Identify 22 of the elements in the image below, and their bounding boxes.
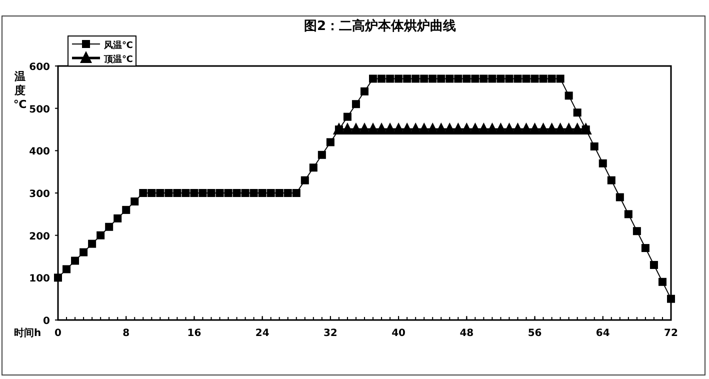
x-tick-label: 64 — [596, 328, 610, 339]
y-tick-label: 500 — [29, 104, 50, 116]
x-tick-label: 0 — [54, 328, 62, 339]
legend-label: 风温℃ — [103, 40, 133, 51]
x-tick-label: 48 — [460, 328, 474, 339]
x-tick-label: 32 — [323, 328, 338, 339]
x-tick-label: 56 — [528, 328, 542, 339]
y-tick-label: 300 — [29, 189, 50, 200]
y-tick-label: 400 — [29, 146, 50, 158]
x-tick-label: 24 — [255, 328, 270, 339]
y-axis-title: 温度℃ — [13, 70, 27, 111]
x-tick-label: 8 — [122, 328, 130, 339]
legend-label: 顶温℃ — [103, 54, 133, 65]
y-tick-label: 100 — [29, 274, 50, 285]
x-axis-title: 时间h — [14, 327, 42, 339]
y-tick-label: 600 — [29, 62, 50, 73]
y-tick-label: 0 — [43, 316, 50, 327]
chart-title: 图2：二高炉本体烘炉曲线 — [304, 18, 456, 34]
y-tick-label: 200 — [29, 231, 50, 242]
x-tick-label: 16 — [187, 328, 202, 339]
x-tick-label: 40 — [392, 328, 406, 339]
x-tick-label: 72 — [664, 328, 678, 339]
